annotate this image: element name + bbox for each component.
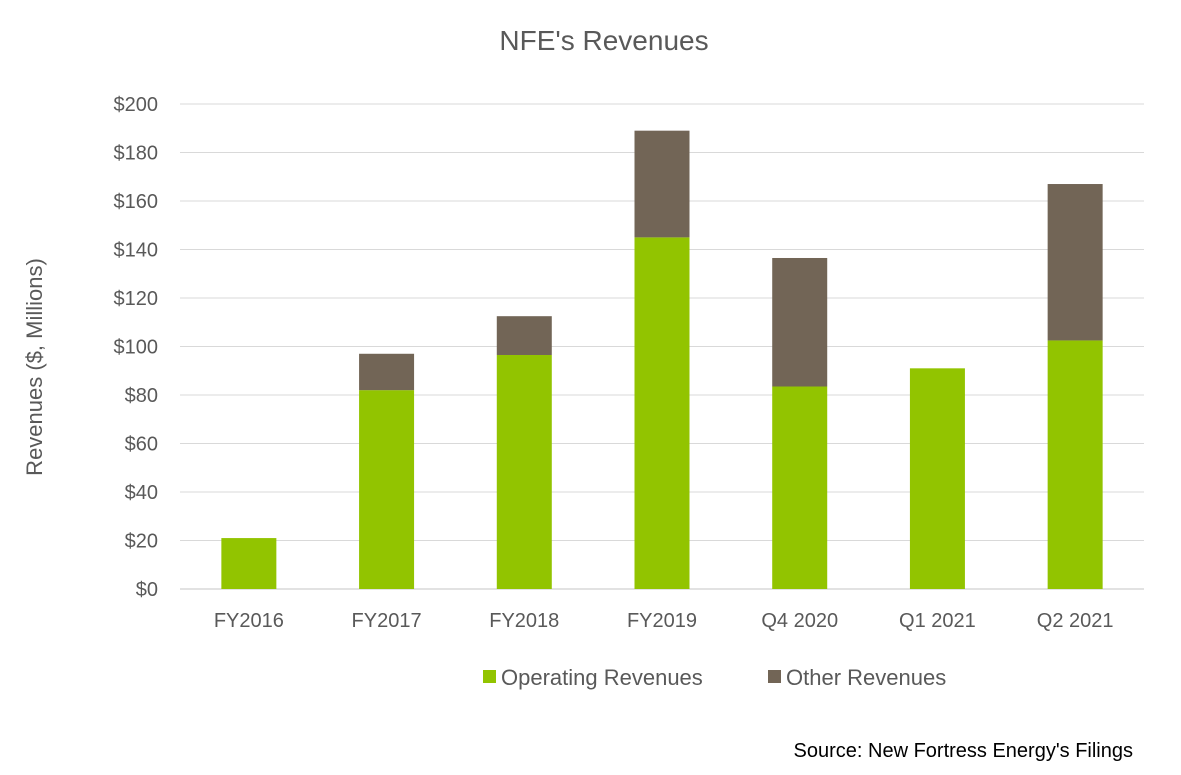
- bar-operating-revenues: [221, 538, 277, 589]
- x-tick-label: Q4 2020: [761, 610, 838, 632]
- x-tick-label: FY2017: [352, 610, 422, 632]
- y-tick-label: $120: [114, 288, 159, 310]
- y-tick-labels: $0 $20 $40 $60 $80 $100 $120 $140 $160 $180 $200: [114, 94, 159, 601]
- legend-swatch: [483, 670, 496, 683]
- x-tick-labels: FY2016 FY2017 FY2018 FY2019 Q4 2020 Q1 2021 Q2…: [214, 610, 1114, 632]
- bar-other-revenues: [634, 130, 690, 238]
- bar-operating-revenues: [772, 386, 828, 589]
- bars: [221, 130, 1103, 589]
- x-tick-label: FY2018: [489, 610, 559, 632]
- bar-other-revenues: [359, 353, 415, 391]
- bar-operating-revenues: [634, 237, 690, 589]
- bar-operating-revenues: [909, 368, 965, 589]
- y-tick-label: $180: [114, 143, 159, 165]
- bar-other-revenues: [496, 316, 552, 355]
- y-tick-label: $20: [125, 531, 158, 553]
- y-tick-label: $160: [114, 191, 159, 213]
- legend-label: Operating Revenues: [501, 665, 703, 690]
- x-tick-label: Q2 2021: [1037, 610, 1114, 632]
- bar-other-revenues: [772, 257, 828, 387]
- x-tick-label: FY2019: [627, 610, 697, 632]
- y-tick-label: $80: [125, 385, 158, 407]
- bar-operating-revenues: [359, 390, 415, 589]
- legend-swatch: [768, 670, 781, 683]
- source-note: Source: New Fortress Energy's Filings: [794, 740, 1133, 762]
- bar-operating-revenues: [1047, 340, 1103, 589]
- bar-other-revenues: [1047, 184, 1103, 341]
- y-axis-label: Revenues ($, Millions): [22, 258, 47, 476]
- y-tick-label: $0: [136, 579, 158, 601]
- y-tick-label: $40: [125, 482, 158, 504]
- legend-label: Other Revenues: [786, 665, 946, 690]
- chart-title: NFE's Revenues: [499, 25, 708, 56]
- x-tick-label: Q1 2021: [899, 610, 976, 632]
- legend: Operating Revenues Other Revenues: [483, 665, 946, 690]
- y-tick-label: $60: [125, 434, 158, 456]
- y-tick-label: $100: [114, 337, 159, 359]
- bar-operating-revenues: [496, 354, 552, 589]
- y-tick-label: $200: [114, 94, 159, 116]
- x-tick-label: FY2016: [214, 610, 284, 632]
- y-tick-label: $140: [114, 240, 159, 262]
